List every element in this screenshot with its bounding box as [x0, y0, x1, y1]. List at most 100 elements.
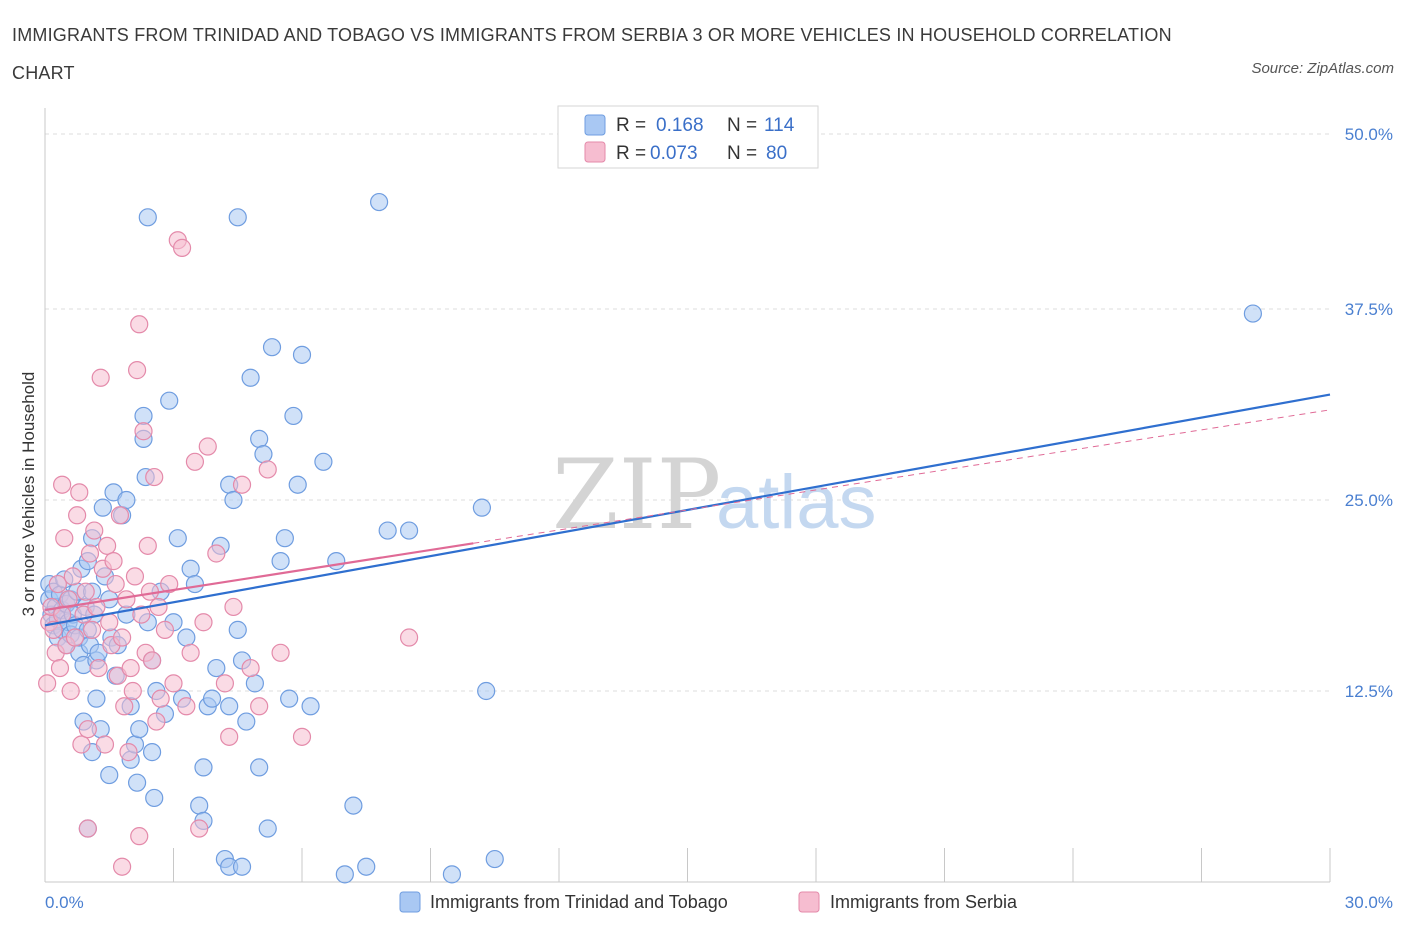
pink-data-point	[130, 827, 149, 846]
blue-data-point	[100, 765, 119, 785]
blue-data-point	[127, 773, 147, 792]
blue-data-point	[258, 819, 277, 838]
pink-data-point	[177, 697, 196, 716]
y-tick-label: 37.5%	[1345, 300, 1393, 319]
blue-data-point	[202, 689, 222, 708]
series-legend-swatch-pink	[798, 891, 820, 913]
legend-r-label-pink: R =	[616, 143, 646, 164]
watermark-zip: ZIP	[552, 439, 721, 551]
pink-data-point	[78, 819, 97, 838]
pink-data-point	[112, 857, 132, 876]
blue-data-point	[370, 192, 389, 212]
pink-data-point	[72, 735, 91, 754]
legend-r-value-pink: 0.073	[650, 143, 698, 164]
blue-data-point	[138, 208, 157, 227]
blue-data-point	[485, 849, 504, 869]
pink-trend-line-dashed	[473, 409, 1331, 544]
legend-swatch-pink	[584, 141, 606, 163]
blue-data-point	[228, 620, 247, 639]
blue-data-point	[145, 788, 164, 808]
blue-data-point	[301, 697, 320, 716]
pink-data-point	[125, 567, 145, 586]
blue-data-point	[335, 865, 354, 884]
pink-data-point	[85, 521, 104, 540]
pink-data-point	[138, 536, 157, 555]
legend-n-value-pink: 80	[766, 143, 787, 164]
legend-swatch-blue	[584, 114, 606, 136]
pink-data-point	[241, 658, 260, 678]
blue-data-point	[284, 406, 303, 426]
pink-data-point	[132, 605, 151, 624]
pink-data-point	[181, 643, 200, 662]
blue-data-point	[262, 338, 282, 357]
blue-data-point	[327, 552, 346, 571]
blue-data-point	[378, 521, 397, 540]
blue-data-point	[190, 796, 209, 815]
pink-data-point	[134, 422, 153, 441]
pink-data-point	[50, 658, 70, 678]
pink-data-point	[198, 437, 217, 456]
legend-n-label-pink: N =	[727, 143, 757, 164]
correlation-legend: R = 0.168 N = 114 R = 0.073 N = 80	[557, 105, 819, 169]
pink-data-point	[106, 574, 125, 594]
blue-data-point	[275, 529, 294, 548]
pink-data-point	[76, 582, 95, 601]
series-legend-swatch-blue	[399, 891, 421, 913]
pink-data-point	[207, 544, 226, 563]
pink-data-point	[130, 315, 149, 334]
pink-data-point	[155, 620, 175, 639]
y-tick-labels: 12.5% 25.0% 37.5% 50.0%	[1345, 125, 1393, 701]
blue-data-point	[93, 498, 112, 517]
blue-data-point	[168, 529, 187, 548]
pink-data-point	[53, 475, 72, 494]
pink-data-point	[127, 361, 147, 380]
blue-data-point	[232, 857, 252, 876]
blue-data-point	[177, 628, 196, 647]
pink-data-point	[70, 483, 89, 502]
pink-data-point	[110, 506, 130, 525]
series-legend: Immigrants from Trinidad and Tobago Immi…	[399, 891, 1018, 913]
x-tick-label-max: 30.0%	[1345, 893, 1393, 912]
pink-data-point	[95, 735, 115, 754]
series-legend-label-blue: Immigrants from Trinidad and Tobago	[430, 892, 728, 912]
blue-data-point	[224, 490, 243, 510]
y-axis-title: 3 or more Vehicles in Household	[19, 372, 38, 617]
pink-data-point	[98, 536, 117, 555]
pink-data-point	[83, 620, 102, 639]
pink-data-point	[215, 674, 234, 693]
blue-data-point	[472, 498, 491, 517]
pink-data-point	[123, 681, 142, 701]
blue-data-point	[280, 689, 299, 708]
blue-data-point	[254, 445, 273, 464]
pink-data-point	[68, 506, 87, 525]
blue-data-point	[194, 758, 213, 777]
pink-data-point	[89, 658, 108, 678]
chart-title: IMMIGRANTS FROM TRINIDAD AND TOBAGO VS I…	[12, 25, 1172, 83]
pink-data-point	[258, 460, 277, 479]
pink-data-point	[119, 743, 138, 762]
blue-data-point	[207, 658, 226, 678]
blue-data-point	[344, 796, 363, 815]
pink-data-point	[220, 727, 239, 746]
y-tick-label: 12.5%	[1345, 682, 1393, 701]
blue-data-point	[477, 681, 496, 701]
pink-data-point	[160, 574, 179, 594]
pink-data-point	[65, 628, 85, 647]
y-tick-label: 50.0%	[1345, 125, 1393, 144]
pink-data-point	[38, 674, 57, 693]
pink-data-point	[271, 643, 290, 662]
pink-data-point	[100, 613, 119, 632]
watermark: ZIP atlas	[552, 439, 877, 551]
pink-data-point	[151, 689, 170, 708]
blue-data-point	[185, 574, 205, 594]
axes	[44, 108, 1331, 883]
pink-data-point	[147, 712, 166, 731]
pink-data-point	[224, 597, 243, 617]
blue-data-point	[237, 712, 256, 731]
blue-data-point	[160, 391, 179, 410]
pink-data-point	[63, 567, 82, 586]
pink-data-point	[80, 544, 100, 563]
blue-data-point	[134, 406, 153, 426]
blue-data-point	[288, 475, 307, 494]
